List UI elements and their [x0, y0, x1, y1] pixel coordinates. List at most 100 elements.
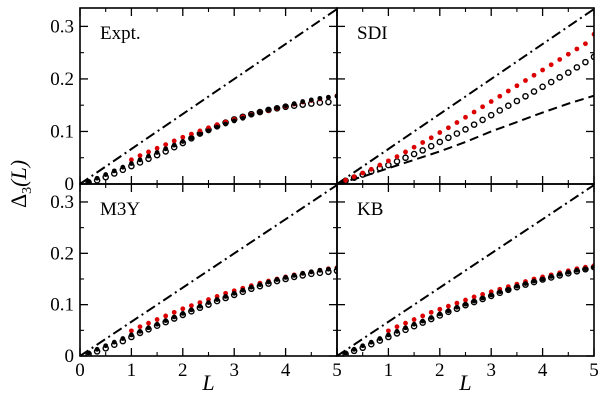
red-dot-point [557, 57, 563, 62]
black-dot-point [163, 146, 169, 152]
black-dot-point [129, 161, 134, 166]
x-axis-label: L [201, 370, 214, 395]
open-circle-point [513, 97, 521, 105]
x-tick-label: 3 [229, 360, 239, 381]
black-dot-point [523, 281, 528, 287]
open-circle-point [573, 64, 581, 71]
black-dot-point [231, 290, 237, 296]
black-dot-point [120, 336, 126, 341]
y-tick-label: 0.3 [50, 16, 74, 37]
open-circle-point [470, 121, 478, 128]
open-circle-point [582, 58, 589, 66]
black-dot-point [326, 94, 331, 100]
black-dot-point [206, 128, 211, 134]
panel-label: SDI [357, 23, 388, 44]
open-circle-point [565, 69, 572, 76]
panel-label: M3Y [100, 199, 140, 220]
open-circle-point [453, 130, 461, 137]
panel-label: KB [357, 199, 383, 220]
black-dot-point [197, 303, 203, 309]
black-dot-point [197, 131, 203, 137]
black-dot-point [411, 321, 417, 327]
black-dot-point [531, 278, 537, 284]
red-dot-point [565, 51, 571, 57]
panel-bottom-left: M3Y 0 0.1 0.2 0.3 0 1 2 3 4 5 L [50, 183, 342, 395]
black-dot-point [94, 175, 100, 181]
panel-top-left: Expt. 0 0.1 0.2 0.3 [50, 7, 338, 195]
black-dot-point [326, 266, 331, 272]
red-dot-point [188, 303, 194, 309]
open-circle-point [496, 107, 504, 114]
open-circle-point [487, 111, 495, 119]
x-tick-label: 4 [538, 360, 548, 381]
open-circle-point [427, 142, 435, 150]
red-dot-point [437, 130, 443, 135]
black-dot-point [266, 279, 271, 285]
black-dot-point [488, 292, 494, 298]
red-dot-point [574, 46, 580, 52]
black-dot-point [214, 297, 220, 302]
panel-plot-area [80, 8, 337, 184]
panel-label: Expt. [100, 23, 141, 44]
x-tick-label: 2 [178, 360, 188, 381]
red-dot-point [163, 142, 169, 147]
black-dot-point [111, 339, 117, 345]
black-dot-point [343, 350, 348, 356]
red-dot-point [403, 320, 408, 326]
black-dot-point [463, 301, 468, 307]
red-dot-point [146, 149, 151, 155]
black-dot-point [154, 321, 160, 327]
red-dot-point [497, 93, 503, 99]
y-tick-label: 0.2 [50, 69, 74, 90]
open-circle-point [479, 116, 486, 124]
open-circle-point [410, 150, 418, 158]
red-dot-point [420, 313, 426, 319]
black-dot-point [351, 346, 357, 352]
red-dot-point [129, 157, 134, 163]
x-tick-label: 0 [75, 360, 85, 381]
red-dot-point [163, 313, 169, 319]
black-dot-point [248, 284, 254, 290]
black-dot-point [283, 275, 288, 280]
dash-dot-line [80, 8, 337, 184]
black-dot-point [377, 336, 383, 341]
red-dot-point [394, 324, 400, 330]
black-dot-point [154, 150, 160, 155]
y-tick-label: 0 [65, 174, 75, 195]
black-dot-point [137, 328, 143, 334]
red-dot-point [386, 328, 391, 334]
red-dot-point [488, 99, 494, 104]
black-dot-point [317, 267, 323, 273]
red-dot-point [171, 309, 177, 315]
y-axis-label: Δ3(L) [6, 160, 35, 208]
red-dot-point [583, 41, 588, 47]
open-circle-point [539, 83, 546, 91]
black-dot-point [137, 157, 143, 163]
black-dot-point [188, 307, 194, 313]
red-dot-point [146, 320, 151, 326]
black-dot-point [300, 270, 306, 276]
panel-plot-area [337, 8, 594, 184]
red-dot-point [428, 309, 434, 315]
black-dot-point [548, 274, 554, 279]
open-circle-point [556, 74, 564, 81]
red-dot-point [540, 67, 545, 73]
red-dot-point [188, 131, 194, 137]
black-dot-point [300, 99, 306, 104]
black-dot-point [231, 118, 237, 124]
black-dot-point [505, 286, 511, 292]
black-dot-point [317, 95, 323, 101]
red-dot-point [523, 78, 528, 83]
red-dot-point [351, 174, 357, 180]
dash-dot-line [337, 8, 594, 184]
black-dot-point [223, 294, 229, 299]
black-dot-point [274, 105, 280, 111]
red-dot-point [129, 328, 134, 334]
black-dot-point [214, 124, 220, 130]
y-tick-label: 0.1 [50, 121, 74, 142]
black-dot-point [420, 318, 426, 324]
x-tick-label: 5 [332, 360, 342, 381]
open-circle-point [530, 88, 538, 95]
red-dot-point [505, 88, 511, 94]
